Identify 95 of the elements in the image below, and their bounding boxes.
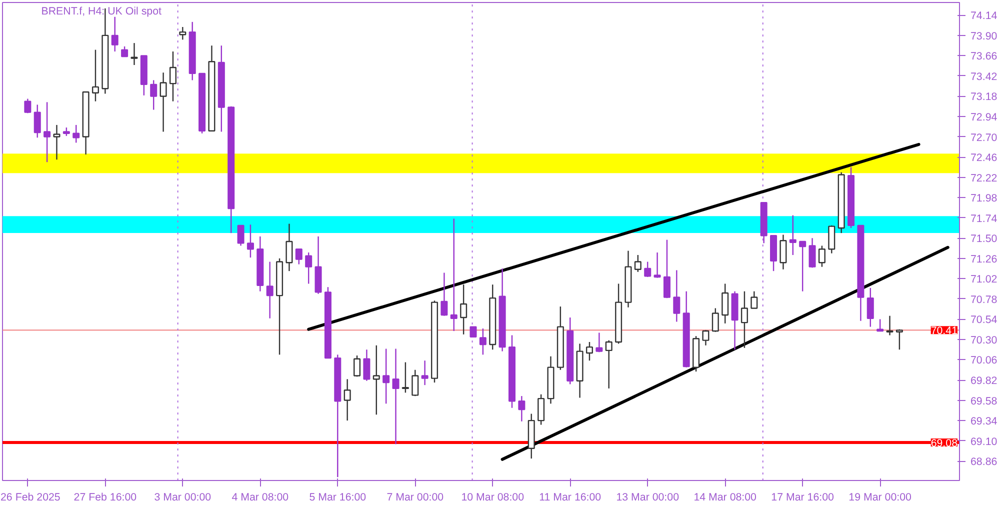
candlestick <box>828 224 836 254</box>
x-tick-label: 26 Feb 2025 <box>0 492 60 504</box>
y-tick-label: 72.94 <box>970 112 998 124</box>
y-tick-label: 71.74 <box>970 212 998 225</box>
y-tick-label: 73.90 <box>970 30 998 42</box>
y-tick-label: 70.30 <box>970 334 998 346</box>
candlestick <box>740 290 748 349</box>
candlestick <box>866 287 874 328</box>
candlestick <box>72 124 80 144</box>
candlestick <box>518 395 526 422</box>
y-tick-label: 73.18 <box>970 91 998 104</box>
candlestick <box>596 332 603 353</box>
ref-line-label: 69.08 <box>930 437 958 450</box>
candlestick <box>663 239 670 299</box>
candlestick <box>789 214 796 256</box>
candlestick <box>673 270 680 322</box>
x-tick-label: 11 Mar 16:00 <box>539 492 602 504</box>
candlestick <box>130 42 138 66</box>
candlestick <box>382 348 390 404</box>
x-tick-label: 14 Mar 08:00 <box>694 492 757 504</box>
y-tick-label: 72.70 <box>970 132 998 144</box>
candlestick <box>440 272 448 316</box>
y-tick-label: 71.98 <box>970 192 998 205</box>
x-tick-label: 17 Mar 16:00 <box>771 492 834 504</box>
x-tick-label: 19 Mar 00:00 <box>848 492 912 504</box>
candlestick <box>702 330 710 346</box>
candlestick <box>392 348 400 445</box>
y-tick-label: 68.86 <box>970 456 998 468</box>
candlestick <box>53 124 60 160</box>
candlestick <box>470 326 477 338</box>
candlestick <box>605 340 612 390</box>
candlestick <box>712 308 719 332</box>
x-tick-label: 4 Mar 08:00 <box>232 492 289 504</box>
candlestick <box>92 49 99 102</box>
y-tick-label: 73.42 <box>970 70 998 83</box>
candlestick <box>372 344 380 416</box>
y-tick-label: 69.34 <box>970 416 998 428</box>
candlestick <box>538 394 545 426</box>
candlestick <box>460 284 468 335</box>
candlestick <box>876 318 884 332</box>
y-tick-label: 71.02 <box>970 274 998 286</box>
candlestick <box>295 248 302 265</box>
candlestick <box>24 98 32 114</box>
candlestick <box>266 261 274 319</box>
x-tick-label: 13 Mar 00:00 <box>616 492 680 504</box>
candlestick <box>886 315 894 336</box>
y-tick-label: 70.06 <box>970 354 998 367</box>
y-tick-label: 73.66 <box>970 50 998 63</box>
candlestick <box>286 223 293 272</box>
x-tick-label: 7 Mar 00:00 <box>386 492 444 504</box>
y-tick-label: 70.54 <box>970 314 998 326</box>
candlestick <box>896 328 903 350</box>
candlestick <box>450 218 458 332</box>
y-tick-label: 71.50 <box>970 233 998 246</box>
candlestick <box>363 349 370 382</box>
candlestick <box>808 238 816 268</box>
candlestick <box>160 72 167 132</box>
x-tick-label: 27 Feb 16:00 <box>74 492 137 504</box>
y-tick-label: 72.22 <box>970 172 998 184</box>
candlestick <box>586 341 593 362</box>
x-tick-label: 10 Mar 08:00 <box>461 492 524 504</box>
y-tick-label: 74.14 <box>970 10 998 22</box>
chart-title: BRENT.f, H4: UK Oil spot <box>41 6 162 18</box>
x-tick-label: 3 Mar 00:00 <box>154 492 212 504</box>
candlestick <box>722 283 729 324</box>
y-tick-label: 72.46 <box>970 152 998 164</box>
candlestick <box>34 104 41 138</box>
candlestick <box>169 50 176 102</box>
candlestick <box>644 261 652 278</box>
candlestick <box>305 252 312 284</box>
y-tick-label: 71.26 <box>970 253 998 266</box>
x-tick-label: 5 Mar 16:00 <box>309 492 366 504</box>
candlestick <box>402 362 409 394</box>
candlestick <box>750 290 758 309</box>
candlestick <box>421 360 428 386</box>
candlestick <box>237 224 244 246</box>
y-tick-label: 69.58 <box>970 395 998 408</box>
candlestick <box>780 234 787 270</box>
candlestick <box>150 80 158 110</box>
candlestick <box>44 102 51 163</box>
candlestick <box>246 224 254 258</box>
y-tick-label: 69.82 <box>970 375 998 387</box>
candlestick <box>412 369 419 397</box>
candlestick <box>344 378 351 422</box>
candlestick <box>121 46 128 58</box>
candlestick <box>111 16 118 52</box>
candlestick <box>634 254 642 273</box>
candlestick <box>654 252 661 278</box>
candlestick <box>799 240 806 292</box>
candlestick <box>479 328 486 356</box>
candlestick <box>354 354 361 378</box>
candlestick <box>818 245 826 268</box>
candlestick <box>179 26 186 40</box>
y-tick-label: 70.78 <box>970 294 998 306</box>
y-tick-label: 69.10 <box>970 436 998 448</box>
